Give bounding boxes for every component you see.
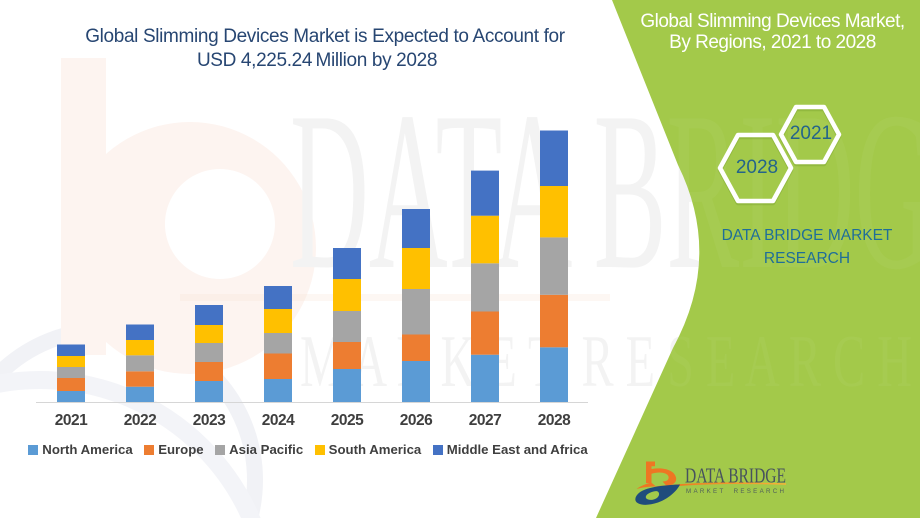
svg-text:DATA BRIDGE: DATA BRIDGE [685,463,786,487]
svg-text:MARKET RESEARCH: MARKET RESEARCH [686,488,784,495]
